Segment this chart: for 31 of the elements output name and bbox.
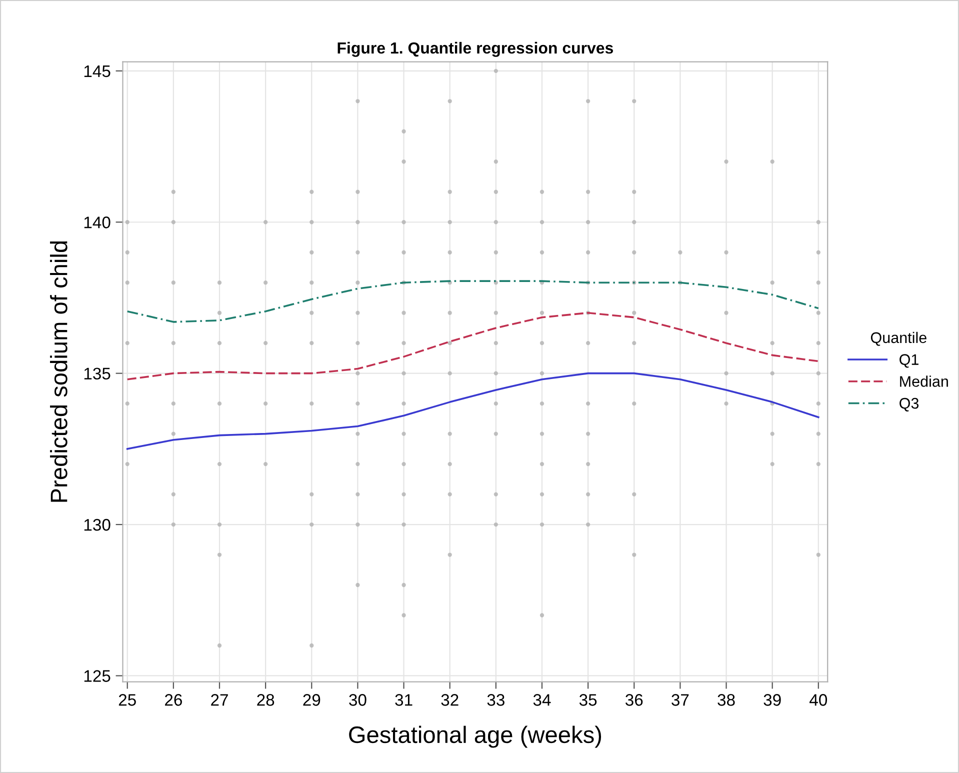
x-tick-label: 26 [165,694,182,706]
line-series [126,280,820,323]
x-tick-label: 30 [349,694,366,706]
legend-label: Q1 [900,354,918,368]
y-tick-label: 125 [84,670,110,682]
x-axis-title: Gestational age (weeks) [349,726,602,748]
line-series [126,312,820,380]
x-tick-label: 25 [118,694,136,706]
chart-title: Figure 1. Quantile regression curves [338,42,614,57]
x-tick-label: 37 [672,694,689,706]
x-tick-label: 36 [625,694,643,706]
y-tick-label: 145 [84,65,110,78]
x-tick-label: 28 [257,694,274,706]
legend-title: Quantile [870,332,926,346]
x-tick-label: 38 [718,694,735,706]
x-tick-label: 33 [487,694,504,706]
x-tick-label: 40 [810,694,828,706]
x-tick-label: 34 [533,694,551,706]
line-series [126,372,820,450]
y-tick-label: 130 [84,518,110,531]
x-tick-label: 32 [441,694,458,706]
x-tick-label: 29 [303,694,320,706]
y-tick-label: 135 [84,368,110,380]
legend-label: Median [900,376,948,387]
y-tick-label: 140 [84,216,110,228]
x-tick-label: 31 [395,694,412,706]
x-tick-label: 39 [764,694,781,706]
x-tick-label: 35 [579,694,597,706]
y-axis-title: Predicted sodium of child [50,241,68,502]
x-tick-label: 27 [211,694,228,706]
legend-label: Q3 [900,398,919,412]
